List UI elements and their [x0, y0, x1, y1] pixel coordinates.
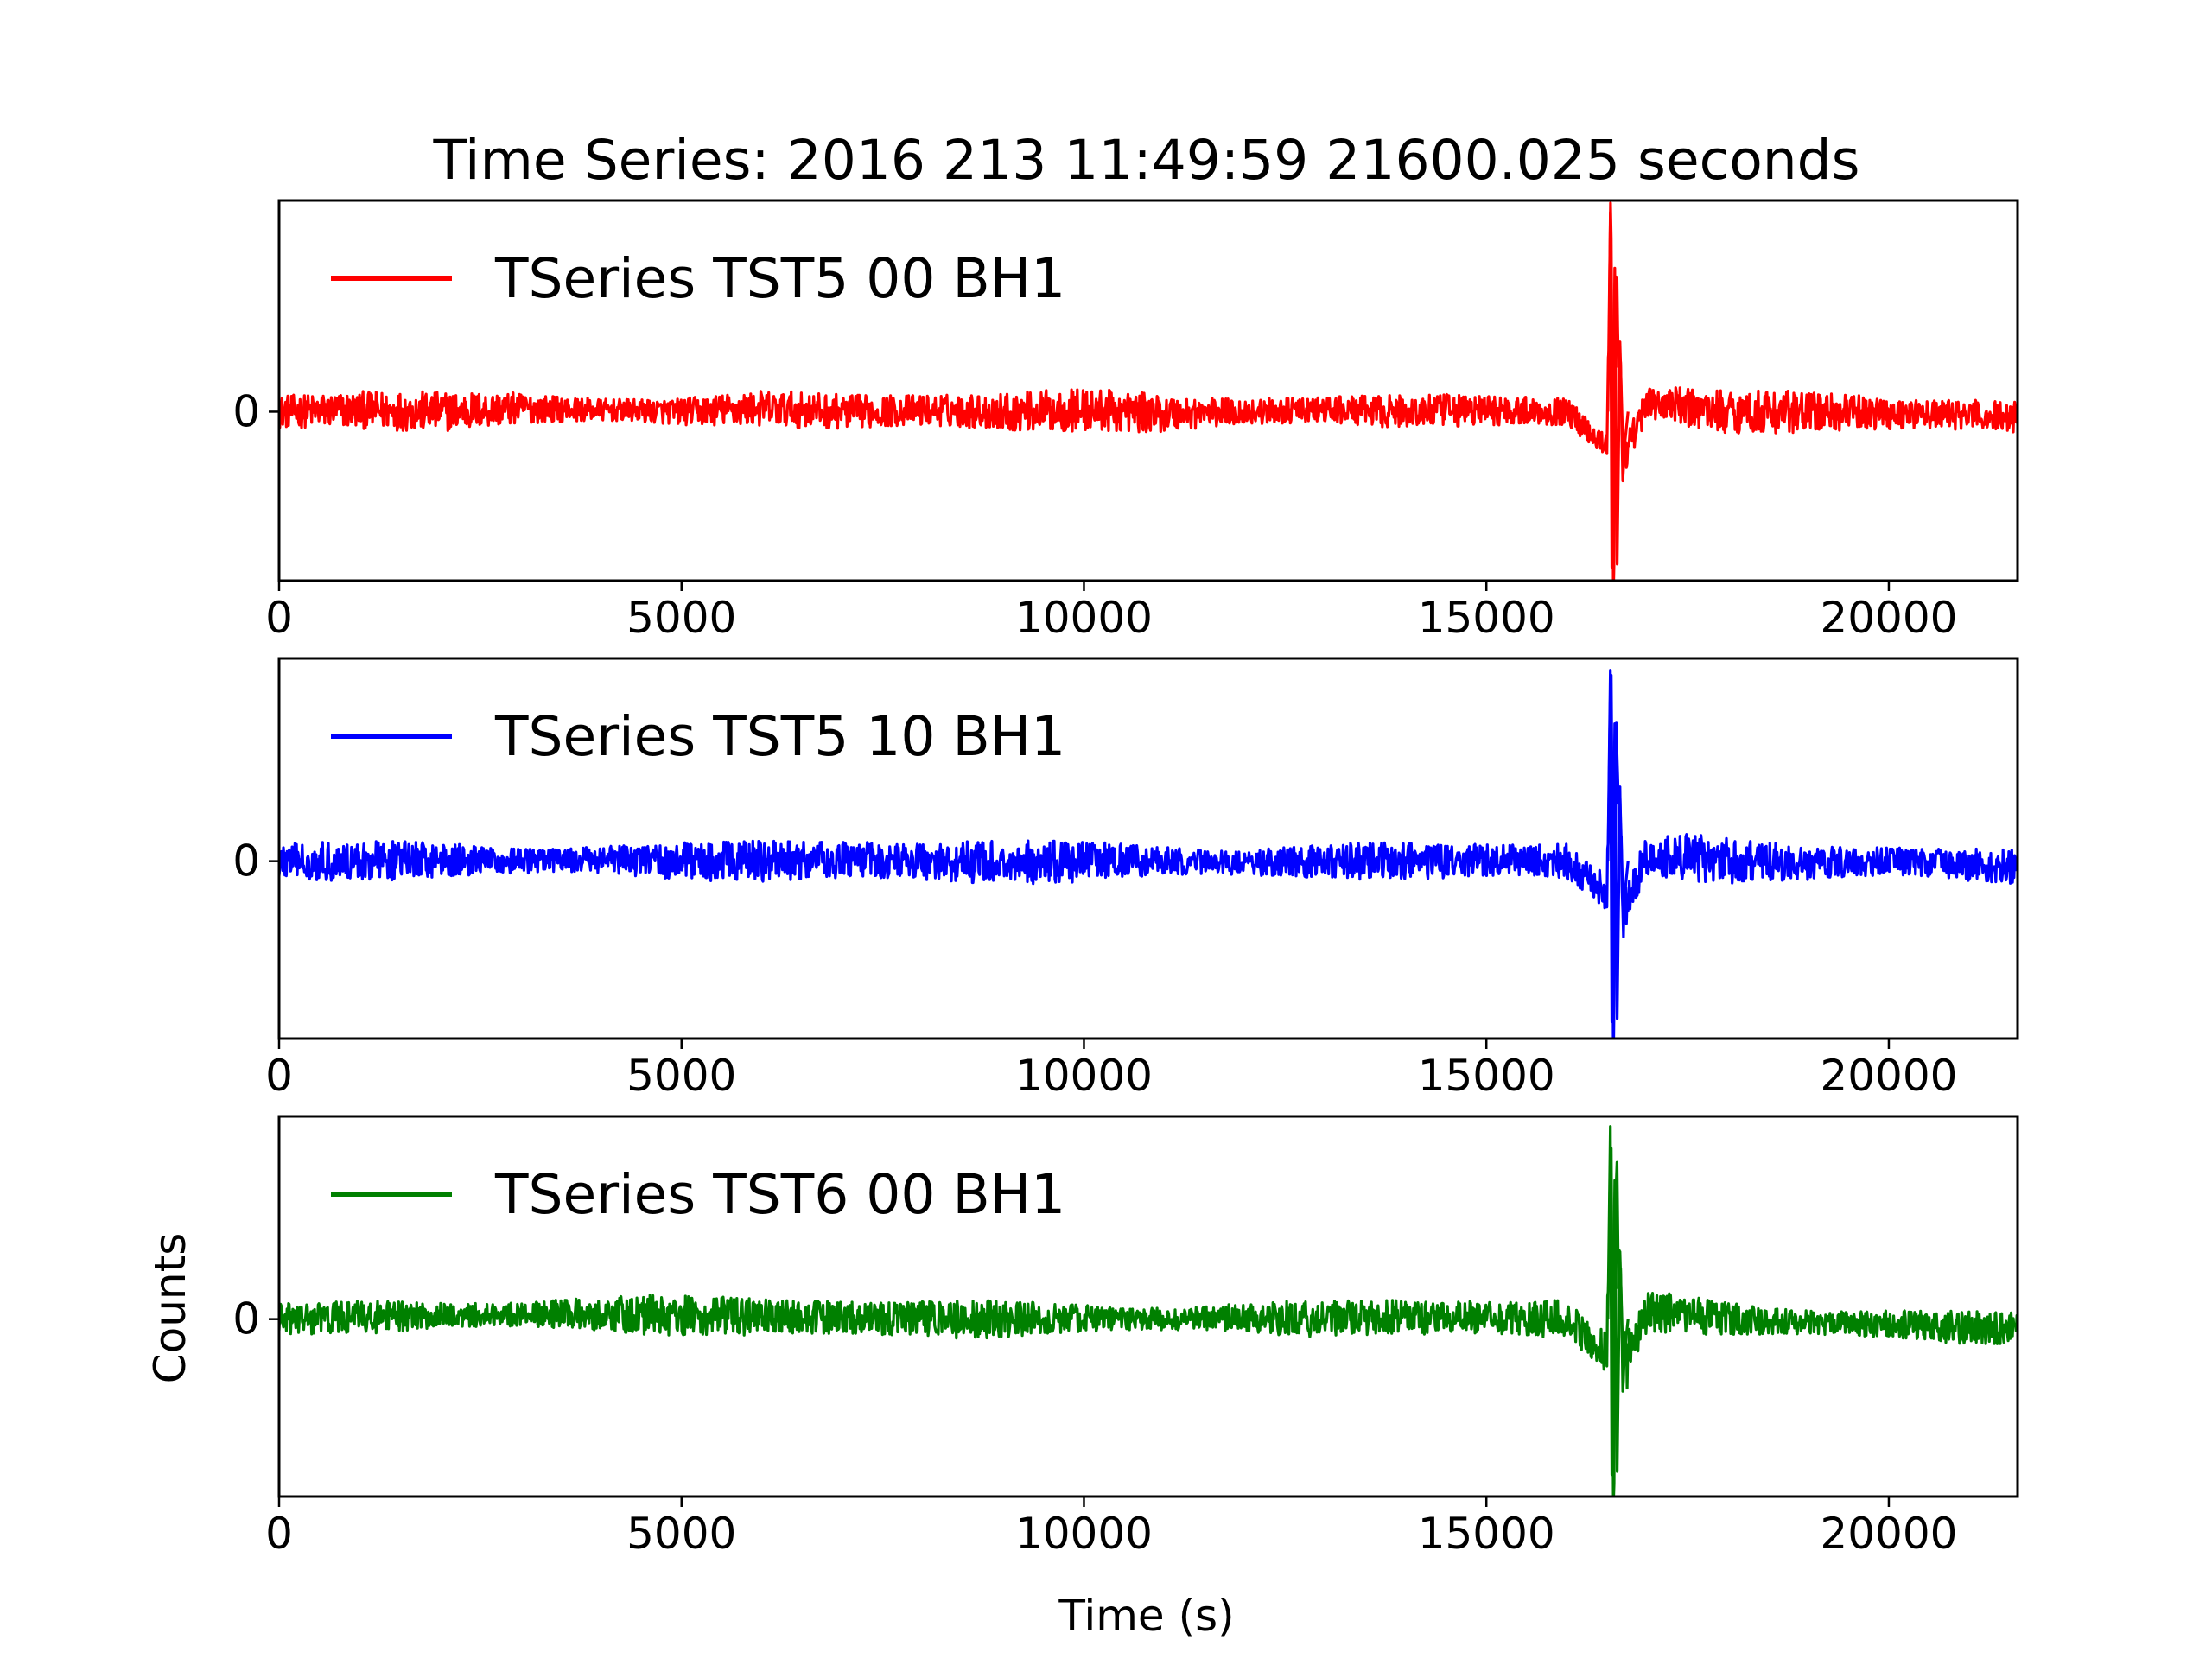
x-tick-label-2-3: 15000	[1418, 1051, 1555, 1101]
x-tick-label-3-4: 20000	[1820, 1509, 1957, 1559]
y-axis-label: Counts	[145, 1233, 195, 1384]
x-tick-label-1-2: 10000	[1015, 593, 1153, 643]
subplot-3: 0 5000 10000 15000 20000 0 TSeries TST6 00 BH1	[232, 1115, 2019, 1559]
y-tick-label-3-0: 0	[232, 1294, 260, 1344]
x-tick-label-1-4: 20000	[1820, 593, 1957, 643]
x-tick-label-1-3: 15000	[1418, 593, 1555, 643]
x-tick-label-2-0: 0	[265, 1051, 293, 1101]
legend-label-2: TSeries TST5 10 BH1	[494, 705, 1065, 768]
event-spike-2	[1606, 669, 1630, 1023]
axes-frame-2	[277, 657, 2019, 1040]
subplot-1: 0 5000 10000 15000 20000 0 TSeries TST5 00 BH1	[232, 199, 2019, 643]
x-axis-label: Time (s)	[1058, 1591, 1234, 1641]
chart-title: Time Series: 2016 213 11:49:59 21600.025…	[432, 129, 1859, 192]
axes-frame-1	[277, 199, 2019, 582]
event-spike-1	[1606, 211, 1630, 569]
x-tick-label-3-0: 0	[265, 1509, 293, 1559]
x-tick-label-2-2: 10000	[1015, 1051, 1153, 1101]
series-line-3	[279, 1147, 2018, 1497]
series-line-2	[279, 673, 2018, 1039]
x-tick-label-1-1: 5000	[626, 593, 736, 643]
x-tick-label-2-4: 20000	[1820, 1051, 1957, 1101]
y-tick-label-2-0: 0	[232, 836, 260, 887]
subplot-stack: 0 5000 10000 15000 20000 0 TSeries TST5 00 BH1…	[232, 199, 2019, 1559]
y-tick-label-1-0: 0	[232, 386, 260, 436]
x-tick-label-3-2: 10000	[1015, 1509, 1153, 1559]
x-tick-label-1-0: 0	[265, 593, 293, 643]
series-line-1	[279, 201, 2018, 581]
x-tick-label-2-1: 5000	[626, 1051, 736, 1101]
legend-label-1: TSeries TST5 00 BH1	[494, 247, 1065, 310]
axes-frame-3	[277, 1115, 2019, 1498]
x-tick-label-3-3: 15000	[1418, 1509, 1555, 1559]
x-tick-label-3-1: 5000	[626, 1509, 736, 1559]
subplot-2: 0 5000 10000 15000 20000 0 TSeries TST5 10 BH1	[232, 657, 2019, 1101]
legend-label-3: TSeries TST6 00 BH1	[494, 1163, 1065, 1226]
event-spike-3	[1606, 1125, 1630, 1477]
